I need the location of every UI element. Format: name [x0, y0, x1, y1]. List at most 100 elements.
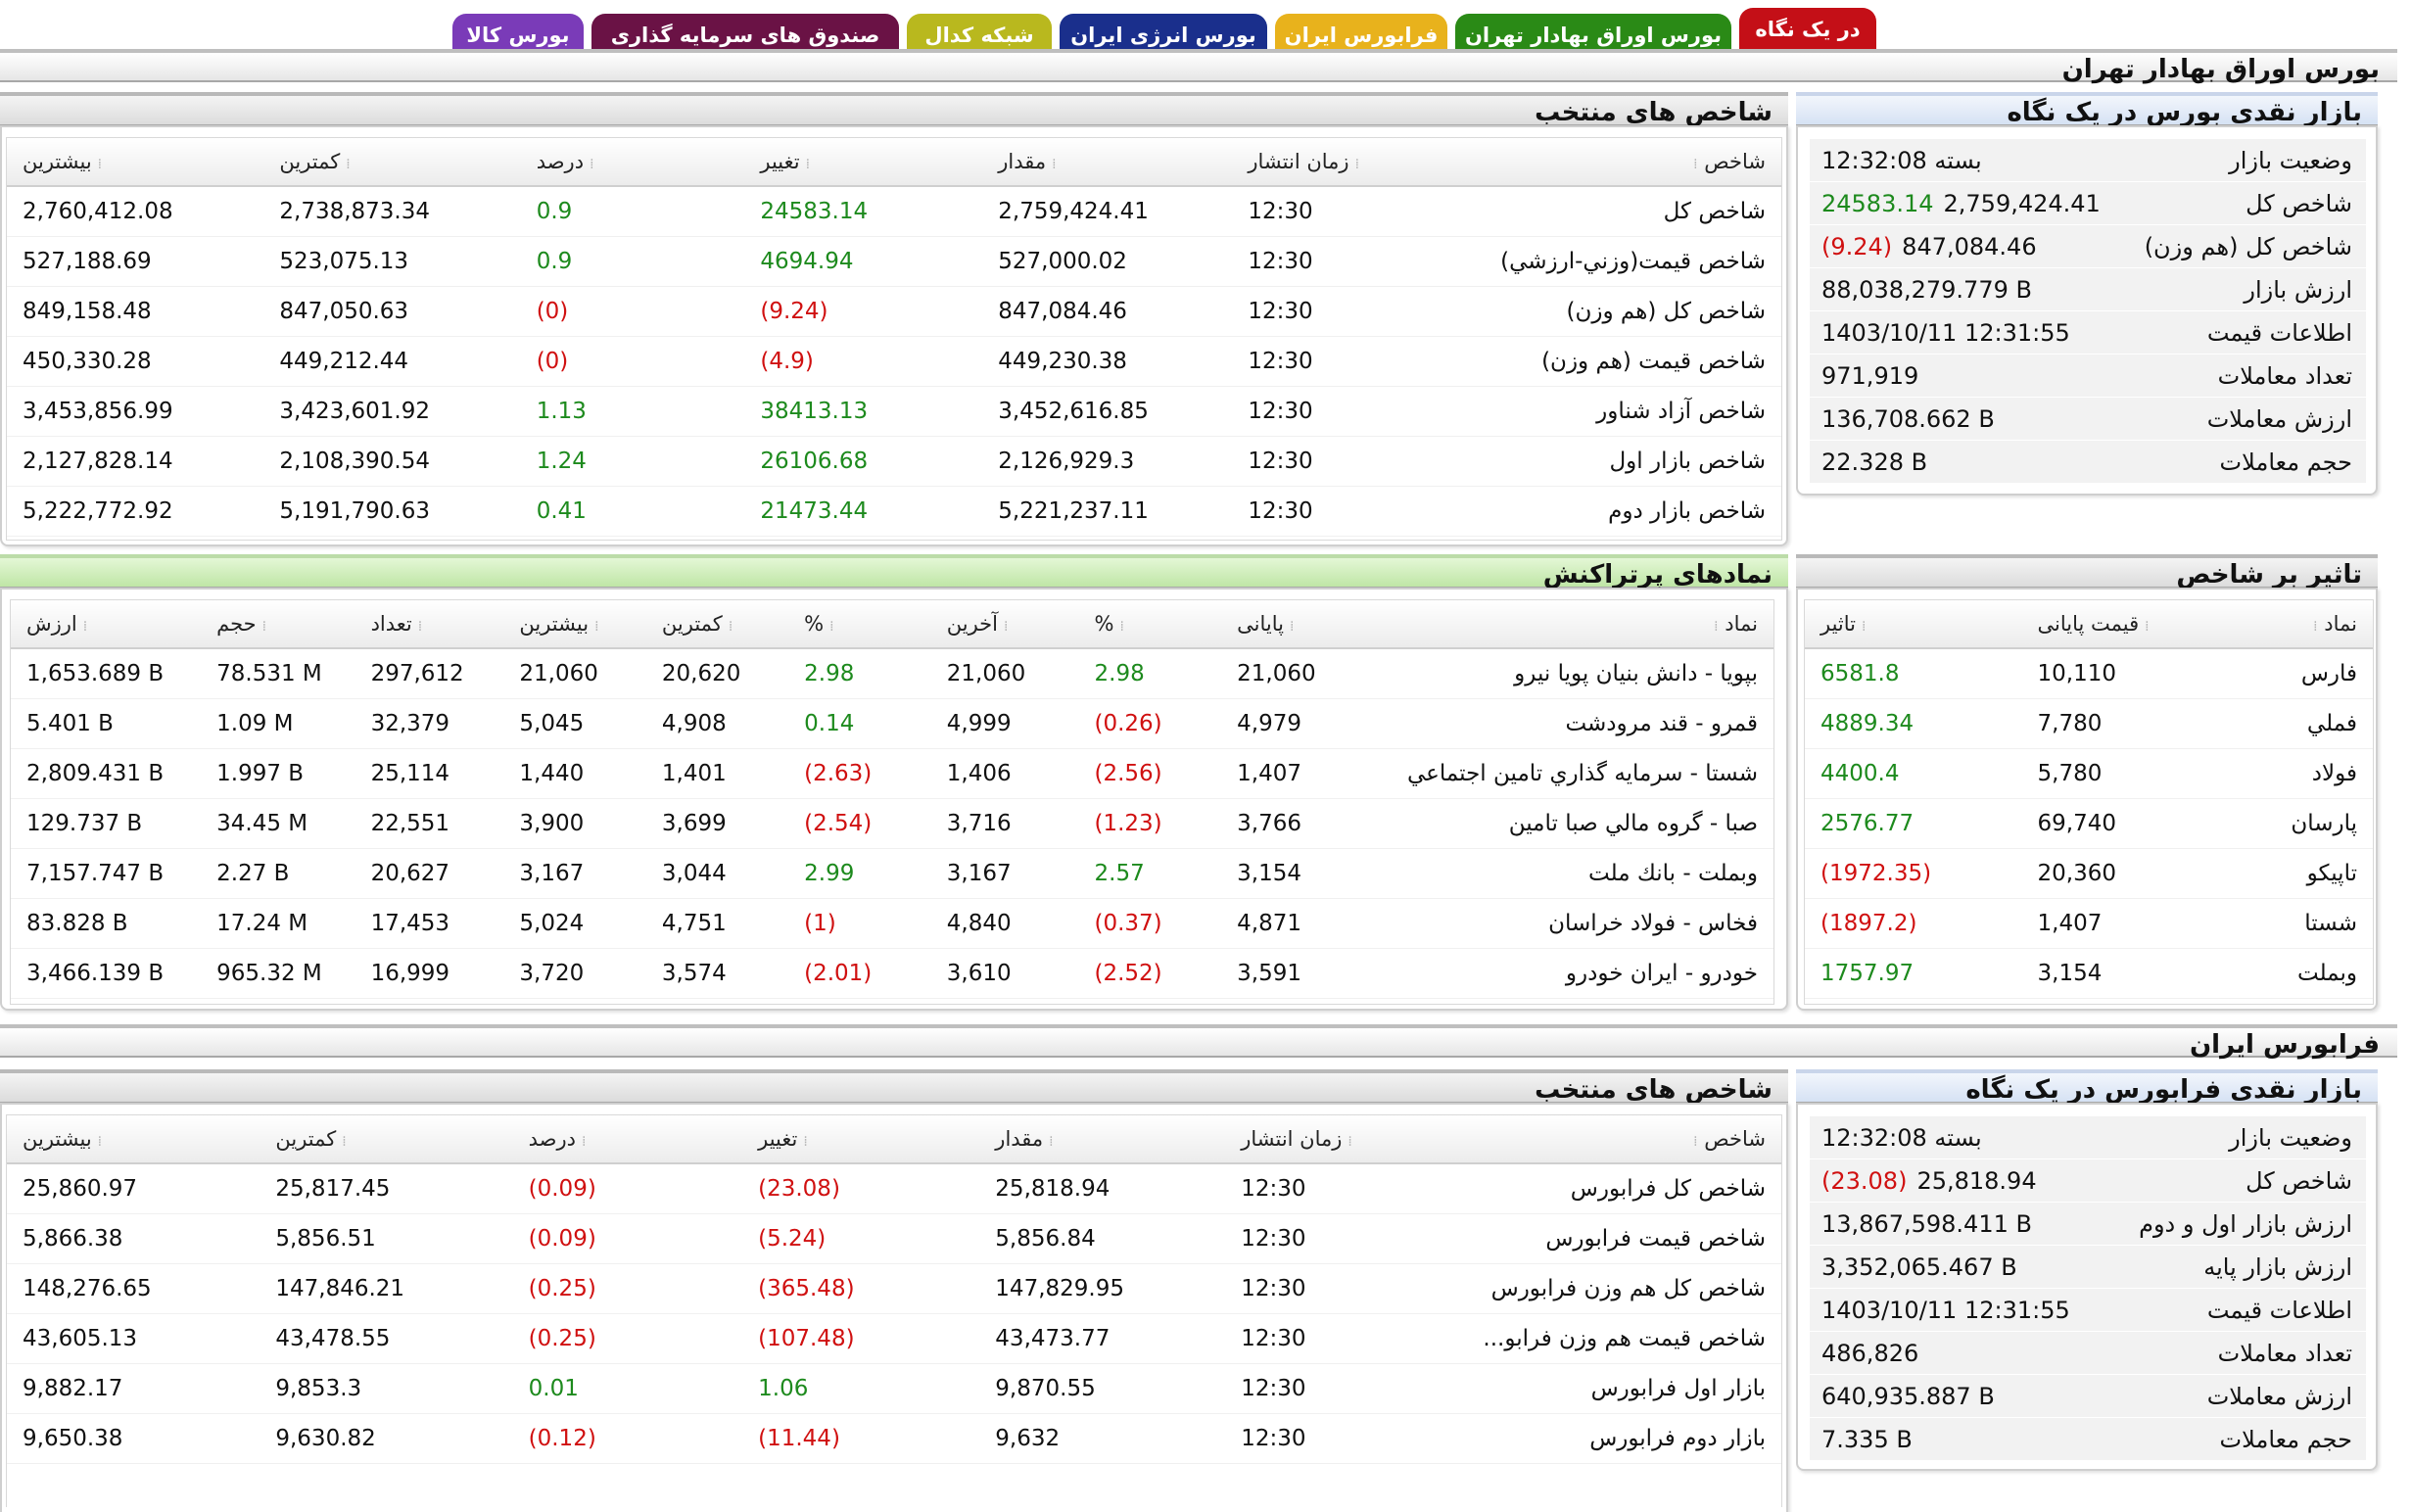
- table-row[interactable]: فملي 7,780 4889.34: [1805, 698, 2373, 749]
- column-header-label: بیشترین: [23, 150, 92, 173]
- table-row[interactable]: شاخص قیمت هم وزن فرابو... 12:30 43,473.77(…: [7, 1313, 1781, 1364]
- tab-label: صندوق های سرمایه گذاری: [610, 24, 880, 47]
- table-row[interactable]: فولاد 5,780 4400.4: [1805, 748, 2373, 799]
- cell-low: 1,401: [645, 748, 789, 799]
- cell-change: (23.08): [742, 1163, 980, 1214]
- tab-commodity-exchange[interactable]: بورس کالا: [452, 14, 584, 51]
- table-row[interactable]: شاخص بازار اول 12:30 2,126,929.3 26106.68 1.…: [7, 436, 1781, 487]
- column-header[interactable]: کمترین ⁞: [263, 138, 521, 187]
- column-header[interactable]: تغییر ⁞: [742, 1115, 980, 1164]
- cell-change: (9.24): [744, 286, 983, 337]
- column-header[interactable]: نماد ⁞: [2203, 600, 2373, 649]
- tab-tehran-stock-exchange[interactable]: بورس اوراق بهادار تهران: [1455, 14, 1731, 51]
- table-row[interactable]: تاپيکو 20,360 (1972.35): [1805, 848, 2373, 899]
- impact-panel: نماد ⁞ قیمت پایانی ⁞ تاثیر ⁞ فارس 10,110 6581.8…: [1796, 588, 2378, 1011]
- column-header-label: تغییر: [760, 150, 800, 173]
- table-row[interactable]: فارس 10,110 6581.8: [1805, 648, 2373, 699]
- table-row[interactable]: شاخص بازار دوم 12:30 5,221,237.11 21473.44 0…: [7, 486, 1781, 537]
- column-header[interactable]: بیشترین ⁞: [503, 600, 646, 649]
- sort-separator-icon: ⁞: [1052, 157, 1057, 172]
- cell-change: (5.24): [742, 1213, 980, 1264]
- column-header-label: ارزش: [26, 612, 77, 636]
- table-row[interactable]: وبملت - بانك ملت 3,154 2.57 3,167 2.99 3,044 3…: [11, 848, 1773, 899]
- cell-count: 17,453: [355, 898, 504, 949]
- summary-value: 2,759,424.41: [1943, 189, 2101, 217]
- column-header[interactable]: کمترین ⁞: [645, 600, 789, 649]
- column-header[interactable]: آخرین ⁞: [930, 600, 1079, 649]
- column-header[interactable]: تاثیر ⁞: [1805, 600, 2022, 649]
- tab-investment-funds[interactable]: صندوق های سرمایه گذاری: [591, 14, 899, 51]
- column-header[interactable]: کمترین ⁞: [260, 1115, 513, 1164]
- table-row[interactable]: شاخص کل (هم وزن) 12:30 847,084.46 (9.24) (0)…: [7, 286, 1781, 337]
- cell-time: 12:30: [1232, 436, 1408, 487]
- column-header[interactable]: % ⁞: [788, 600, 931, 649]
- summary-key: ارزش معاملات: [2101, 397, 2366, 441]
- sort-separator-icon: ⁞: [2313, 619, 2318, 635]
- column-header[interactable]: بیشترین ⁞: [7, 1115, 260, 1164]
- column-header[interactable]: % ⁞: [1078, 600, 1222, 649]
- column-header[interactable]: قیمت پایانی ⁞: [2021, 600, 2204, 649]
- summary-value-cell: 22.328 B: [1810, 440, 2102, 484]
- cell-last: 4,840: [930, 898, 1079, 949]
- sort-separator-icon: ⁞: [346, 157, 351, 172]
- tab-at-a-glance[interactable]: در یک نگاه: [1739, 8, 1876, 51]
- summary-value: بسته 12:32:08: [1821, 146, 1982, 174]
- table-row[interactable]: وبملت 3,154 1757.97: [1805, 948, 2373, 999]
- cell-close: 4,979: [1221, 698, 1347, 749]
- cell-close: 1,407: [1221, 748, 1347, 799]
- column-header[interactable]: تعداد ⁞: [355, 600, 504, 649]
- table-row[interactable]: شستا 1,407 (1897.2): [1805, 898, 2373, 949]
- table-row[interactable]: شستا - سرمايه گذاري تامين اجتماعي 1,407 (2…: [11, 748, 1773, 799]
- table-row[interactable]: بازار اول فرابورس 12:30 9,870.55 1.06 0.01 9,…: [7, 1363, 1781, 1414]
- summary-value: بسته 12:32:08: [1821, 1123, 1982, 1152]
- column-header[interactable]: حجم ⁞: [201, 600, 355, 649]
- cell-value: 5.401 B: [11, 698, 202, 749]
- column-header[interactable]: شاخص ⁞: [1401, 1115, 1781, 1164]
- cell-value: 3,452,616.85: [982, 386, 1233, 437]
- summary-key: ارزش بازار اول و دوم: [2097, 1202, 2366, 1246]
- table-row[interactable]: پارسان 69,740 2576.77: [1805, 798, 2373, 849]
- summary-key: اطلاعات قیمت: [2097, 1288, 2366, 1332]
- table-row[interactable]: شاخص قیمت (هم وزن) 12:30 449,230.38 (4.9) (0…: [7, 336, 1781, 387]
- tab-ifb[interactable]: فرابورس ایران: [1275, 14, 1447, 51]
- table-row[interactable]: فخاس - فولاد خراسان 4,871 (0.37) 4,840 (1) 4,…: [11, 898, 1773, 949]
- column-header[interactable]: تغییر ⁞: [744, 138, 983, 187]
- column-header[interactable]: زمان انتشار ⁞: [1232, 138, 1408, 187]
- column-header[interactable]: نماد ⁞: [1347, 600, 1773, 649]
- cell-close_pct: (1.23): [1078, 798, 1222, 849]
- tab-codal[interactable]: شبکه کدال: [907, 14, 1052, 51]
- tab-energy-exchange[interactable]: بورس انرژی ایران: [1060, 14, 1267, 51]
- cell-count: 20,627: [355, 848, 504, 899]
- table-row[interactable]: شاخص آزاد شناور 12:30 3,452,616.85 38413.13…: [7, 386, 1781, 437]
- header-row: شاخص ⁞ زمان انتشار ⁞ مقدار ⁞ تغییر ⁞ درصد ⁞ کمتری…: [7, 1115, 1781, 1164]
- cell-impact: 1757.97: [1805, 948, 2022, 999]
- column-header[interactable]: ارزش ⁞: [11, 600, 202, 649]
- table-row[interactable]: بپویا - دانش بنیان پویا نیرو 21,060 2.98 21…: [11, 648, 1773, 699]
- cell-value: 527,000.02: [982, 236, 1233, 287]
- column-header[interactable]: مقدار ⁞: [979, 1115, 1226, 1164]
- table-row[interactable]: بازار دوم فرابورس 12:30 9,632 (11.44) (0.12)…: [7, 1413, 1781, 1464]
- cell-time: 12:30: [1225, 1363, 1402, 1414]
- column-header[interactable]: بیشترین ⁞: [7, 138, 264, 187]
- table-row[interactable]: شاخص کل هم وزن فرابورس 12:30 147,829.95 (36…: [7, 1263, 1781, 1314]
- table-row[interactable]: خودرو - ايران خودرو 3,591 (2.52) 3,610 (2.01…: [11, 948, 1773, 999]
- table-row[interactable]: صبا - گروه مالي صبا تامين 3,766 (1.23) 3,71…: [11, 798, 1773, 849]
- table-row[interactable]: شاخص قیمت فرابورس 12:30 5,856.84 (5.24) (0.0…: [7, 1213, 1781, 1264]
- column-header[interactable]: زمان انتشار ⁞: [1225, 1115, 1402, 1164]
- column-header[interactable]: درصد ⁞: [520, 138, 745, 187]
- table-row[interactable]: شاخص کل فرابورس 12:30 25,818.94 (23.08) (0.0…: [7, 1163, 1781, 1214]
- table-row[interactable]: شاخص قيمت(وزني-ارزشي) 12:30 527,000.02 4694…: [7, 236, 1781, 287]
- column-header-label: آخرین: [946, 612, 998, 636]
- cell-value: 147,829.95: [979, 1263, 1226, 1314]
- table-row[interactable]: قمرو - قند مرودشت 4,979 (0.26) 4,999 0.14 4,9…: [11, 698, 1773, 749]
- column-header[interactable]: شاخص ⁞: [1407, 138, 1781, 187]
- column-header[interactable]: پایانی ⁞: [1221, 600, 1347, 649]
- sort-separator-icon: ⁞: [1354, 157, 1360, 172]
- column-header[interactable]: درصد ⁞: [512, 1115, 743, 1164]
- cell-high: 25,860.97: [7, 1163, 260, 1214]
- table-row[interactable]: شاخص کل 12:30 2,759,424.41 24583.14 0.9 2,738…: [7, 186, 1781, 237]
- summary-row: ارزش بازار پایه 3,352,065.467 B: [1810, 1245, 2366, 1289]
- column-header[interactable]: مقدار ⁞: [982, 138, 1233, 187]
- cell-symbol: فارس: [2203, 648, 2373, 699]
- cell-time: 12:30: [1225, 1413, 1402, 1464]
